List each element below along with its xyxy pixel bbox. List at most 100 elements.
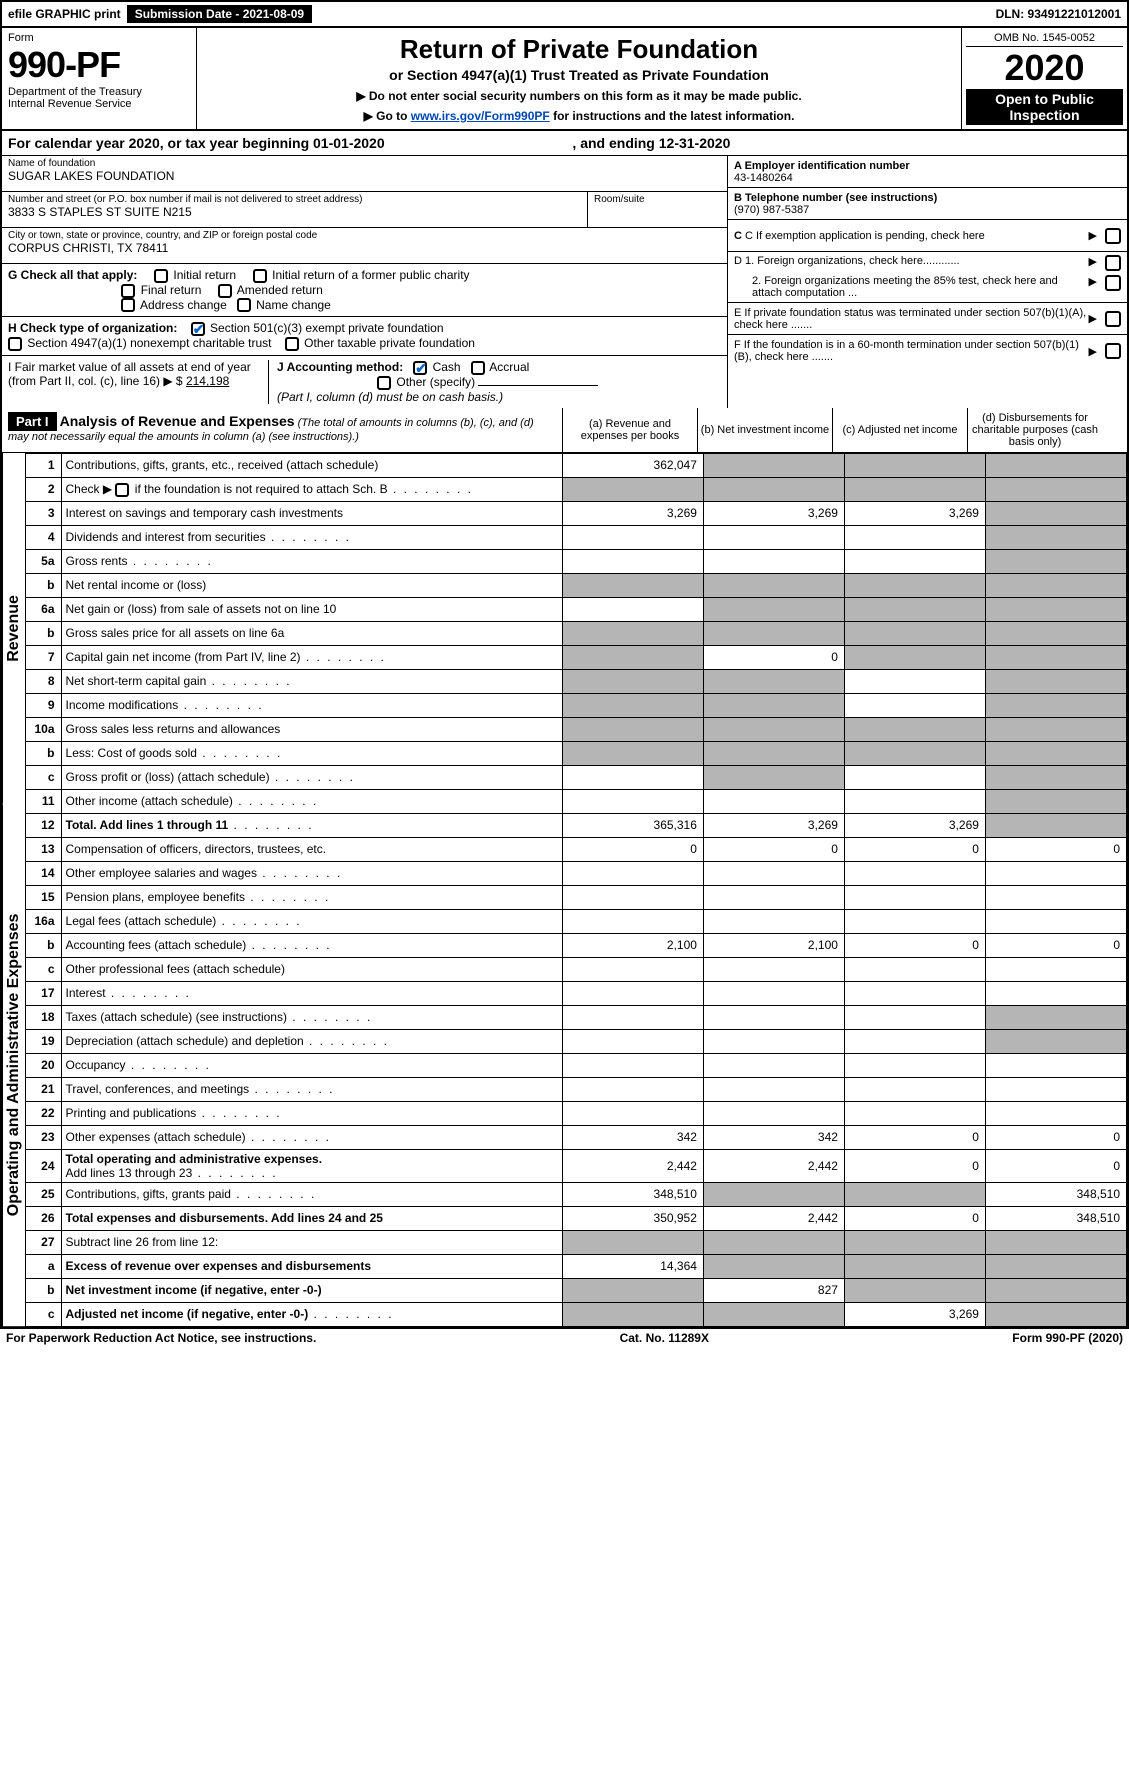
cb-j-other[interactable]: [377, 376, 391, 390]
omb-number: OMB No. 1545-0052: [966, 32, 1123, 47]
c-label: C If exemption application is pending, c…: [745, 230, 985, 242]
cb-d2[interactable]: [1105, 275, 1121, 291]
col-a-header: (a) Revenue and expenses per books: [562, 408, 697, 452]
footer: For Paperwork Reduction Act Notice, see …: [0, 1329, 1129, 1347]
cb-addr-change[interactable]: [121, 298, 135, 312]
r16ad: Legal fees (attach schedule): [66, 914, 217, 928]
row-16a: 16aLegal fees (attach schedule): [26, 909, 1127, 933]
d1-label: D 1. Foreign organizations, check here..…: [734, 255, 1089, 271]
row-1: 1Contributions, gifts, grants, etc., rec…: [26, 453, 1127, 477]
r10cd: Gross profit or (loss) (attach schedule): [66, 770, 270, 784]
form-number: 990-PF: [8, 44, 190, 86]
row-16b: bAccounting fees (attach schedule)2,1002…: [26, 933, 1127, 957]
ein-value: 43-1480264: [734, 172, 793, 184]
row-4: 4Dividends and interest from securities: [26, 525, 1127, 549]
j-accrual: Accrual: [489, 360, 529, 374]
j-note: (Part I, column (d) must be on cash basi…: [277, 390, 503, 404]
row-9: 9Income modifications: [26, 693, 1127, 717]
cb-initial-former[interactable]: [253, 269, 267, 283]
phone-value: (970) 987-5387: [734, 204, 809, 216]
table-wrap: Revenue Operating and Administrative Exp…: [0, 453, 1129, 1329]
r8d: Net short-term capital gain: [66, 674, 207, 688]
dln-label: DLN: 93491221012001: [990, 5, 1127, 23]
cb-amended[interactable]: [218, 284, 232, 298]
irs-link[interactable]: www.irs.gov/Form990PF: [411, 109, 550, 123]
cb-other-taxable[interactable]: [285, 337, 299, 351]
row-25: 25Contributions, gifts, grants paid348,5…: [26, 1182, 1127, 1206]
r20d: Occupancy: [66, 1058, 126, 1072]
city-cell: City or town, state or province, country…: [2, 228, 727, 264]
b-label: B Telephone number (see instructions): [734, 192, 937, 204]
notice1: ▶ Do not enter social security numbers o…: [203, 89, 955, 103]
room-label: Room/suite: [594, 194, 721, 205]
j-label: J Accounting method:: [277, 360, 403, 374]
e-label: E If private foundation status was termi…: [734, 307, 1089, 331]
row-27b: bNet investment income (if negative, ent…: [26, 1278, 1127, 1302]
row-5a: 5aGross rents: [26, 549, 1127, 573]
foundation-name: SUGAR LAKES FOUNDATION: [8, 169, 721, 183]
r12d: Total. Add lines 1 through 11: [66, 818, 229, 832]
cb-schb[interactable]: [115, 483, 129, 497]
cb-initial[interactable]: [154, 269, 168, 283]
g-initial: Initial return: [173, 268, 236, 282]
cb-e[interactable]: [1105, 311, 1121, 327]
r19d: Depreciation (attach schedule) and deple…: [66, 1034, 304, 1048]
title-main: Return of Private Foundation: [203, 34, 955, 65]
cb-f[interactable]: [1105, 343, 1121, 359]
row-19: 19Depreciation (attach schedule) and dep…: [26, 1029, 1127, 1053]
box-f: F If the foundation is in a 60-month ter…: [728, 335, 1127, 367]
room-cell: Room/suite: [587, 192, 727, 228]
tax-year: 2020: [966, 47, 1123, 89]
cb-c[interactable]: [1105, 228, 1121, 244]
r24d2: Add lines 13 through 23: [66, 1166, 193, 1180]
efile-label[interactable]: efile GRAPHIC print: [2, 5, 129, 23]
top-bar: efile GRAPHIC print Submission Date - 20…: [0, 0, 1129, 28]
calendar-year-row: For calendar year 2020, or tax year begi…: [0, 131, 1129, 156]
a-label: A Employer identification number: [734, 160, 910, 172]
row-12: 12Total. Add lines 1 through 11365,3163,…: [26, 813, 1127, 837]
r5ad: Gross rents: [66, 554, 128, 568]
addr-label: Number and street (or P.O. box number if…: [8, 194, 581, 205]
col-c-header: (c) Adjusted net income: [832, 408, 967, 452]
r25d: Contributions, gifts, grants paid: [66, 1187, 231, 1201]
cb-accrual[interactable]: [471, 361, 485, 375]
city-label: City or town, state or province, country…: [8, 230, 721, 241]
open-inspection: Open to Public Inspection: [966, 89, 1123, 125]
row-20: 20Occupancy: [26, 1053, 1127, 1077]
cal-year-pre: For calendar year 2020, or tax year begi…: [8, 135, 385, 151]
r21d: Travel, conferences, and meetings: [66, 1082, 250, 1096]
row-21: 21Travel, conferences, and meetings: [26, 1077, 1127, 1101]
cal-year-end: , and ending 12-31-2020: [572, 135, 730, 151]
row-10b: bLess: Cost of goods sold: [26, 741, 1127, 765]
col-d-header: (d) Disbursements for charitable purpose…: [967, 408, 1102, 452]
row-13: 13Compensation of officers, directors, t…: [26, 837, 1127, 861]
cb-name-change[interactable]: [237, 298, 251, 312]
cb-501c3[interactable]: [191, 322, 205, 336]
r18d: Taxes (attach schedule) (see instruction…: [66, 1010, 287, 1024]
cb-4947[interactable]: [8, 337, 22, 351]
notice2-pre: ▶ Go to: [364, 109, 411, 123]
h-label: H Check type of organization:: [8, 321, 177, 335]
r27ad: Excess of revenue over expenses and disb…: [66, 1259, 371, 1273]
r7d: Capital gain net income (from Part IV, l…: [66, 650, 301, 664]
row-7: 7Capital gain net income (from Part IV, …: [26, 645, 1127, 669]
r9d: Income modifications: [66, 698, 179, 712]
entity-info: Name of foundation SUGAR LAKES FOUNDATIO…: [0, 156, 1129, 408]
header-left: Form 990-PF Department of the Treasury I…: [2, 28, 197, 129]
row-17: 17Interest: [26, 981, 1127, 1005]
cb-cash[interactable]: [413, 361, 427, 375]
part1-header: Part I Analysis of Revenue and Expenses …: [0, 408, 1129, 453]
r26d: Total expenses and disbursements. Add li…: [66, 1211, 383, 1225]
box-e: E If private foundation status was termi…: [728, 303, 1127, 335]
row-22: 22Printing and publications: [26, 1101, 1127, 1125]
section-ij: I Fair market value of all assets at end…: [2, 356, 727, 408]
section-g: G Check all that apply: Initial return I…: [2, 264, 727, 317]
j-other: Other (specify): [396, 375, 475, 389]
cb-final[interactable]: [121, 284, 135, 298]
d2-label: 2. Foreign organizations meeting the 85%…: [734, 275, 1089, 299]
r11d: Other income (attach schedule): [66, 794, 233, 808]
g-amended: Amended return: [237, 283, 323, 297]
r2-check: Check ▶: [66, 482, 113, 496]
h-501: Section 501(c)(3) exempt private foundat…: [210, 321, 443, 335]
cb-d1[interactable]: [1105, 255, 1121, 271]
